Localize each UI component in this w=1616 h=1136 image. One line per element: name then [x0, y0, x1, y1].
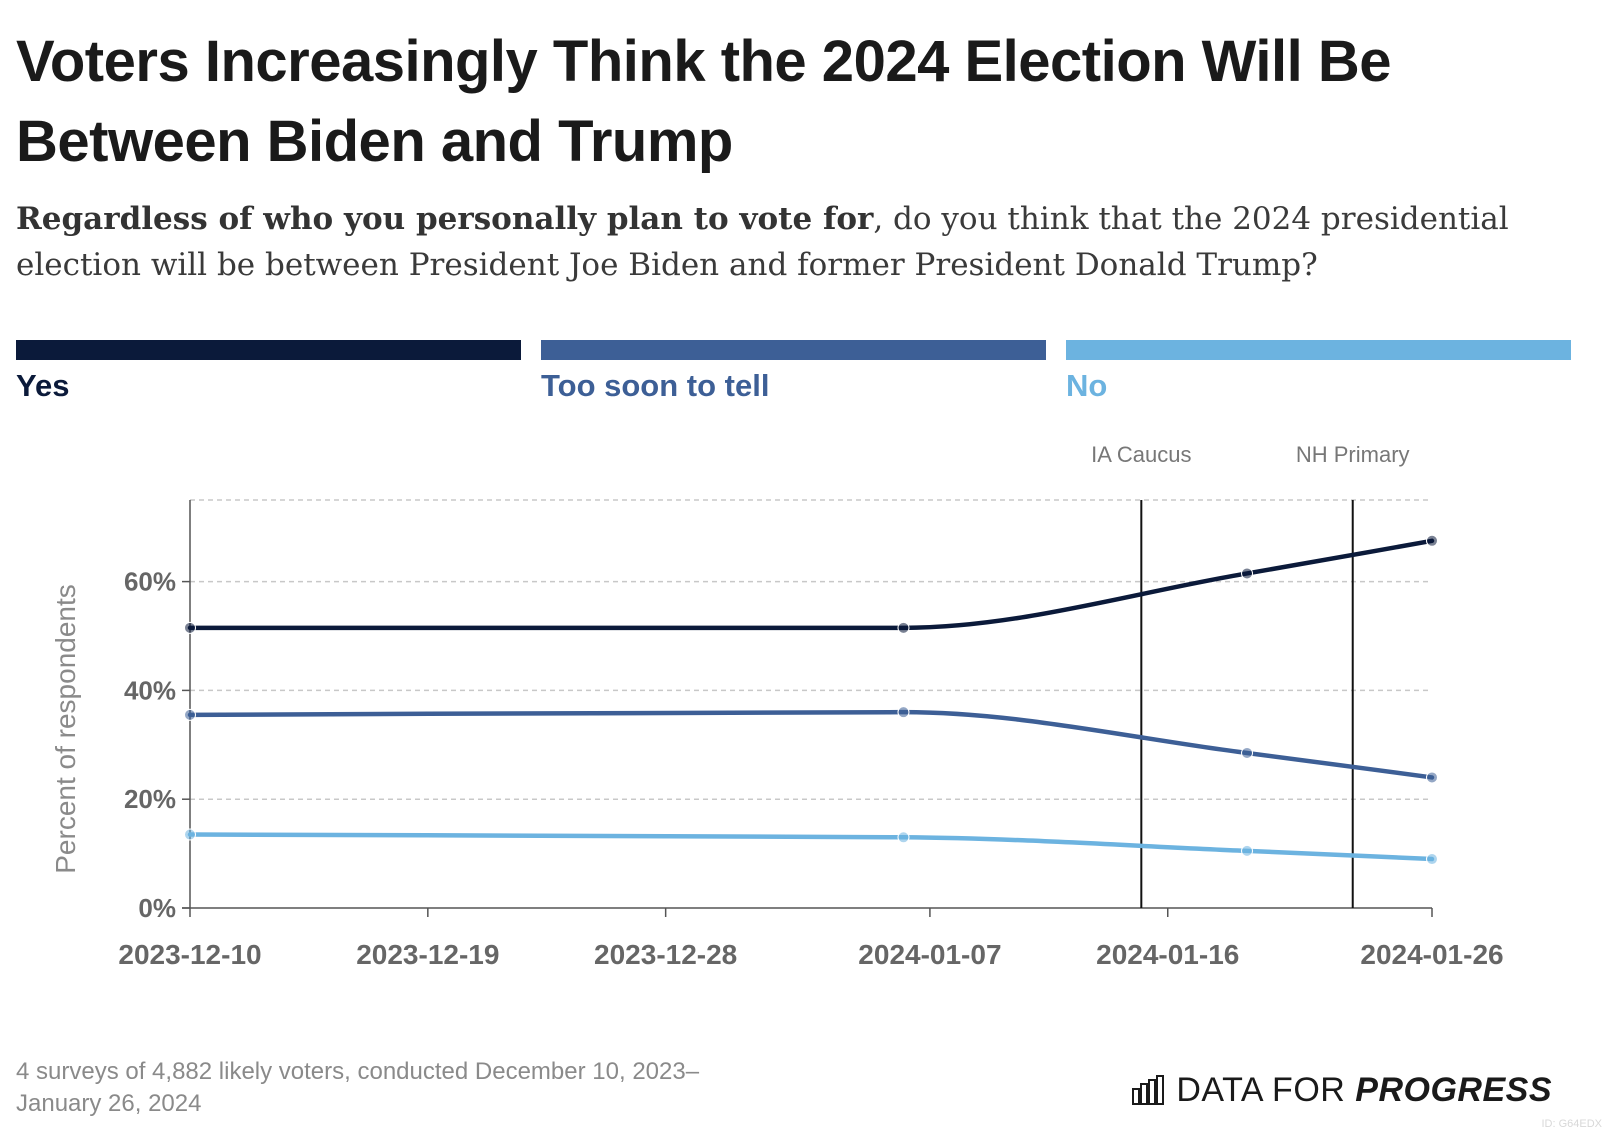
x-tick-label: 2024-01-07: [858, 939, 1001, 970]
logo-prefix: DATA FOR: [1176, 1070, 1356, 1109]
legend-swatch-no: [1066, 340, 1571, 360]
x-tick-label: 2024-01-16: [1096, 939, 1239, 970]
chart-title: Voters Increasingly Think the 2024 Elect…: [16, 29, 1392, 174]
y-tick-label: 20%: [124, 784, 176, 814]
legend-item-yes: Yes: [16, 340, 521, 404]
data-point-no: [897, 831, 910, 844]
annotation-label: IA Caucus: [1091, 442, 1191, 467]
series-line-too-soon-to-tell: [187, 709, 1435, 780]
series-line-no: [187, 832, 1435, 862]
legend-label-yes: Yes: [16, 368, 70, 403]
data-point-no: [1426, 853, 1438, 866]
bar-chart-logo-icon: [1132, 1075, 1165, 1105]
legend-item-no: No: [1066, 340, 1571, 404]
annotation-label: NH Primary: [1296, 442, 1410, 467]
y-axis-label: Percent of respondents: [50, 584, 81, 874]
legend-swatch-yes: [16, 340, 521, 360]
x-tick-label: 2023-12-19: [356, 939, 499, 970]
data-point-too-soon-to-tell: [1426, 771, 1438, 784]
y-tick-label: 60%: [124, 567, 176, 597]
chart-id-label: ID: G64EDX: [1541, 1118, 1602, 1130]
subtitle-rest-text: , do you think that the 2024 presidentia…: [16, 201, 1509, 283]
data-point-too-soon-to-tell: [897, 706, 910, 719]
legend-swatch-too-soon: [541, 340, 1046, 360]
data-point-yes: [184, 621, 196, 634]
x-tick-label: 2023-12-28: [594, 939, 737, 970]
subtitle-bold-text: Regardless of who you personally plan to…: [16, 201, 874, 237]
data-point-too-soon-to-tell: [184, 708, 196, 721]
data-for-progress-logo: DATA FOR PROGRESS: [1132, 1068, 1552, 1112]
x-tick-label: 2024-01-26: [1360, 939, 1503, 970]
survey-footnote: 4 surveys of 4,882 likely voters, conduc…: [16, 1058, 700, 1117]
legend-item-too-soon: Too soon to tell: [541, 340, 1046, 404]
line-chart: 0% 20% 40% 60% Percent of respondents 2023-12…: [50, 442, 1504, 970]
chart-subtitle: Regardless of who you personally plan to…: [16, 196, 1596, 288]
logo-strong: PROGRESS: [1355, 1070, 1552, 1109]
data-point-too-soon-to-tell: [1241, 746, 1254, 759]
legend-label-no: No: [1066, 368, 1108, 403]
y-tick-label: 40%: [124, 675, 176, 705]
legend-label-too-soon: Too soon to tell: [541, 368, 770, 403]
y-tick-label: 0%: [138, 893, 176, 923]
chart-legend: Yes Too soon to tell No: [16, 340, 1606, 410]
data-point-yes: [1426, 534, 1438, 547]
logo-wordmark: DATA FOR PROGRESS: [1176, 1071, 1552, 1110]
data-point-yes: [897, 621, 910, 634]
x-tick-label: 2023-12-10: [118, 939, 261, 970]
data-point-no: [184, 828, 196, 841]
data-point-no: [1241, 844, 1254, 857]
series-line-yes: [187, 538, 1435, 631]
data-point-yes: [1241, 567, 1254, 580]
